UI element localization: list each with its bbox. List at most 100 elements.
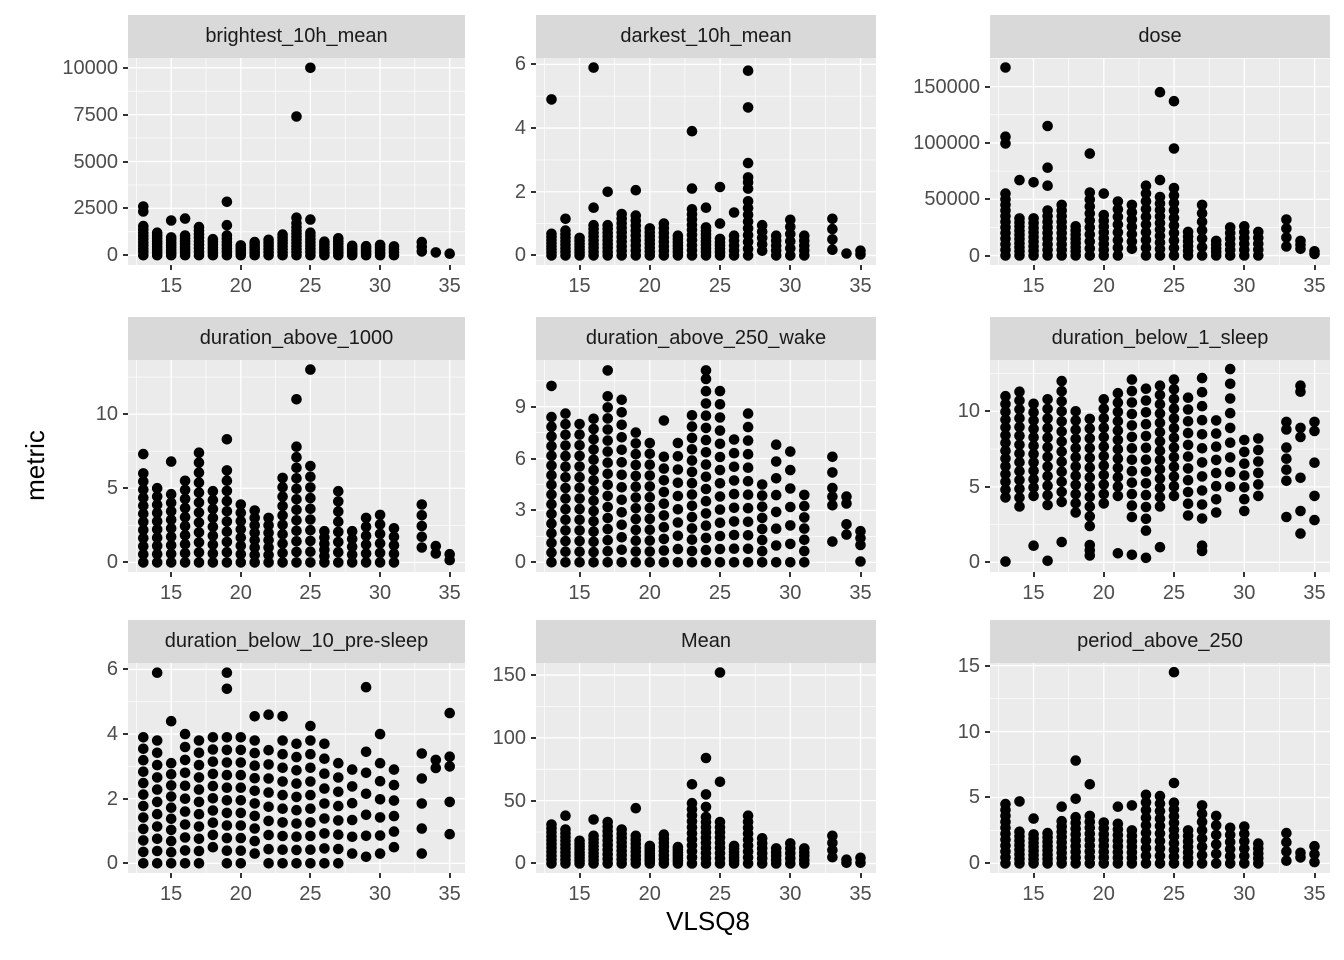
- point: [165, 232, 177, 243]
- point: [305, 471, 316, 482]
- y-tick-label: 10: [957, 720, 980, 743]
- point: [1028, 423, 1039, 435]
- point: [291, 791, 302, 803]
- point: [672, 557, 684, 568]
- y-tick: [531, 862, 536, 865]
- point: [827, 500, 838, 511]
- point: [1140, 797, 1152, 808]
- point: [221, 230, 233, 241]
- points-layer: [546, 667, 866, 869]
- point: [193, 547, 205, 558]
- point: [630, 513, 642, 525]
- point: [305, 62, 316, 74]
- point: [574, 557, 585, 568]
- point: [700, 365, 712, 376]
- point: [235, 732, 247, 743]
- point: [574, 482, 585, 494]
- point: [644, 535, 656, 546]
- facet-panel: [536, 663, 876, 873]
- point: [179, 793, 191, 804]
- point: [658, 475, 670, 486]
- point: [1140, 525, 1152, 536]
- point: [588, 495, 599, 507]
- point: [333, 536, 344, 548]
- y-tick-label: 150000: [913, 75, 980, 98]
- point: [700, 557, 712, 568]
- point: [1112, 548, 1124, 559]
- point: [1182, 463, 1194, 474]
- point: [138, 789, 149, 800]
- point: [1112, 443, 1124, 455]
- point: [151, 532, 163, 543]
- point: [644, 481, 656, 492]
- point: [249, 848, 260, 859]
- y-tick: [123, 207, 128, 210]
- point: [193, 557, 205, 568]
- point: [588, 505, 599, 517]
- x-tick-label: 35: [1303, 275, 1326, 297]
- point: [742, 810, 754, 821]
- point: [1196, 540, 1208, 551]
- point: [770, 843, 782, 854]
- point: [207, 494, 219, 506]
- point: [1126, 221, 1138, 233]
- x-tick-label: 20: [638, 275, 661, 297]
- y-tick: [985, 410, 990, 413]
- point: [165, 488, 177, 500]
- point: [1098, 479, 1110, 490]
- point: [1224, 222, 1236, 233]
- point: [1168, 220, 1180, 231]
- facet-strip: brightest_10h_mean: [128, 15, 465, 58]
- point: [305, 720, 316, 732]
- point: [151, 507, 163, 519]
- point: [1084, 413, 1096, 425]
- point: [560, 450, 571, 462]
- point: [588, 444, 599, 455]
- point: [179, 493, 191, 505]
- points-layer: [546, 365, 866, 568]
- point: [714, 776, 726, 788]
- point: [1140, 250, 1152, 261]
- point: [1239, 221, 1250, 232]
- x-tick: [859, 572, 862, 577]
- point: [138, 508, 149, 520]
- point: [616, 394, 627, 406]
- point: [588, 557, 599, 568]
- point: [1253, 226, 1264, 238]
- point: [165, 215, 177, 226]
- facet-panel: [128, 663, 465, 873]
- point: [1112, 219, 1124, 230]
- point: [827, 244, 838, 255]
- point: [616, 507, 627, 518]
- point: [756, 545, 768, 557]
- y-tick: [531, 509, 536, 512]
- y-tick: [531, 799, 536, 802]
- x-tick-label: 30: [1233, 275, 1256, 297]
- point: [319, 843, 330, 854]
- point: [1112, 250, 1124, 261]
- point: [1196, 824, 1208, 836]
- x-tick-label: 20: [1092, 582, 1115, 604]
- y-tick-label: 2: [514, 180, 526, 203]
- x-tick-label: 30: [1233, 582, 1256, 604]
- point: [827, 213, 838, 225]
- point: [742, 475, 754, 487]
- point: [1168, 422, 1180, 434]
- point: [249, 711, 260, 722]
- point: [263, 843, 274, 855]
- y-tick: [531, 674, 536, 677]
- point: [1196, 199, 1208, 211]
- point: [388, 764, 400, 775]
- x-tick: [1102, 873, 1105, 878]
- point: [546, 819, 557, 830]
- facet-strip-label: Mean: [680, 630, 732, 652]
- point: [138, 468, 149, 479]
- point: [1281, 241, 1292, 252]
- point: [1140, 188, 1152, 199]
- point: [138, 766, 149, 777]
- point: [546, 547, 557, 558]
- point: [827, 491, 838, 502]
- point: [291, 844, 302, 856]
- point: [416, 520, 428, 532]
- point: [1056, 456, 1067, 467]
